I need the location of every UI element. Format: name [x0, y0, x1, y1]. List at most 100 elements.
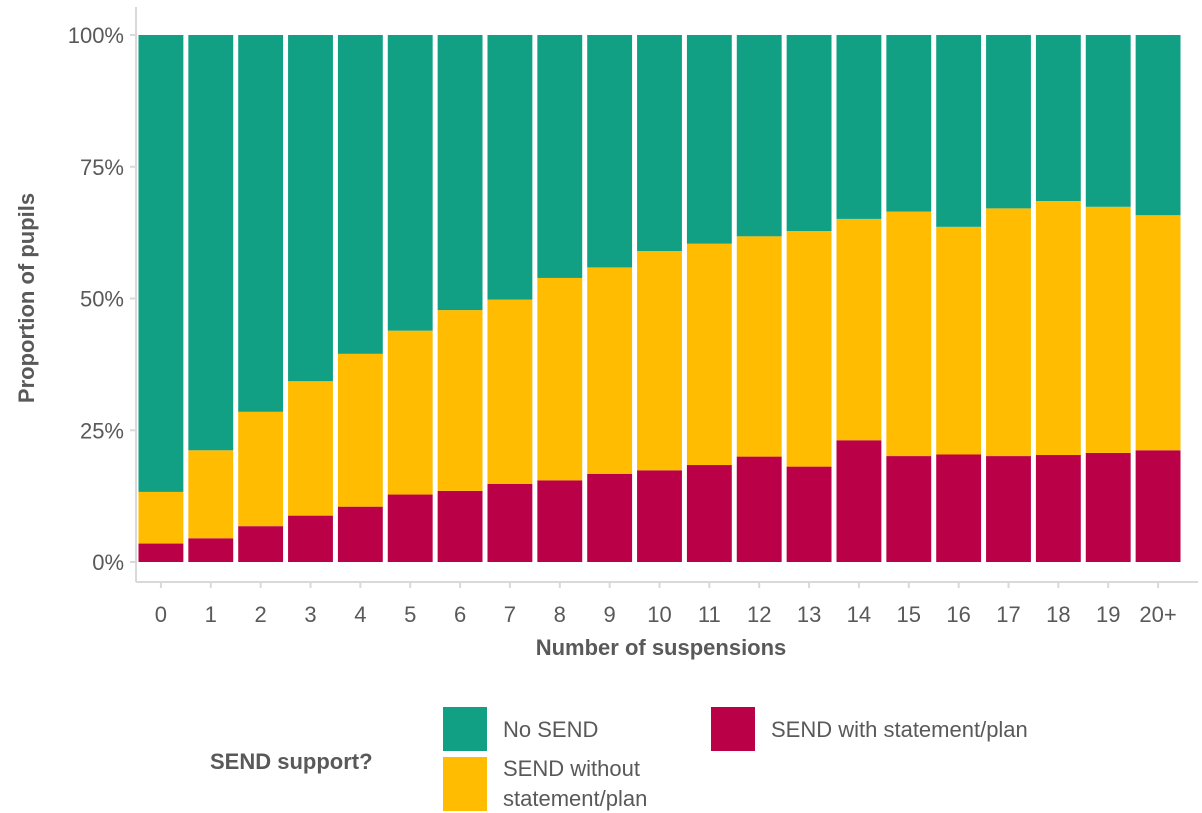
x-tick-label: 11	[698, 602, 721, 627]
legend-swatch-send-with-plan	[711, 707, 755, 751]
bar-send-with-statement-plan-5	[387, 494, 433, 562]
x-tick-label: 14	[847, 602, 871, 627]
bar-send-without-statement-plan-17	[986, 208, 1031, 457]
x-tick-label: 3	[304, 602, 316, 627]
bar-send-without-statement-plan-0	[138, 491, 184, 544]
legend-label-no-send: No SEND	[503, 717, 598, 742]
bar-send-with-statement-plan-4	[337, 506, 383, 562]
x-tick-label: 20+	[1139, 602, 1176, 627]
x-tick-label: 7	[504, 602, 516, 627]
bar-no-send-6	[437, 35, 483, 311]
legend-label-send-without-plan: SEND without statement/plan	[503, 756, 647, 811]
bar-send-with-statement-plan-12	[736, 456, 782, 562]
bar-send-with-statement-plan-2	[238, 526, 284, 562]
x-tick-label: 12	[747, 602, 771, 627]
legend-label-send-with-plan: SEND with statement/plan	[771, 717, 1028, 742]
bar-send-without-statement-plan-1	[188, 450, 234, 539]
bar-send-without-statement-plan-12	[736, 236, 782, 457]
bar-send-without-statement-plan-14	[836, 218, 882, 441]
legend-title: SEND support?	[210, 749, 373, 774]
x-tick-label: 1	[205, 602, 217, 627]
x-tick-label: 4	[354, 602, 366, 627]
legend-swatch-send-without-plan	[443, 757, 487, 811]
bar-send-without-statement-plan-2	[238, 411, 284, 527]
bar-send-with-statement-plan-8	[537, 480, 583, 562]
bar-no-send-0	[138, 35, 184, 492]
bar-no-send-12	[736, 35, 782, 237]
bars-layer	[138, 35, 1181, 562]
y-tick-label: 0%	[92, 550, 124, 575]
x-tick-label: 2	[255, 602, 267, 627]
bar-no-send-3	[288, 35, 333, 382]
x-tick-label: 13	[797, 602, 821, 627]
bar-send-with-statement-plan-16	[936, 454, 982, 562]
bar-no-send-20	[1135, 35, 1181, 216]
bar-send-without-statement-plan-16	[936, 226, 982, 455]
bar-send-with-statement-plan-6	[437, 490, 483, 562]
bar-no-send-9	[587, 35, 633, 268]
bar-send-without-statement-plan-6	[437, 310, 483, 491]
bar-send-without-statement-plan-18	[1035, 201, 1081, 456]
bar-no-send-13	[786, 35, 832, 232]
x-tick-label: 18	[1046, 602, 1070, 627]
x-tick-label: 16	[946, 602, 970, 627]
bar-no-send-14	[836, 35, 882, 219]
bar-send-without-statement-plan-19	[1085, 206, 1131, 453]
y-tick-label: 50%	[80, 287, 124, 312]
bar-send-with-statement-plan-0	[138, 543, 184, 562]
bar-send-without-statement-plan-13	[786, 231, 832, 467]
y-axis-label: Proportion of pupils	[14, 193, 39, 403]
bar-send-with-statement-plan-3	[288, 515, 333, 562]
bar-no-send-5	[387, 35, 433, 331]
legend-swatch-no-send	[443, 707, 487, 751]
bar-no-send-18	[1035, 35, 1081, 201]
bar-no-send-17	[986, 35, 1031, 209]
x-tick-label: 9	[604, 602, 616, 627]
bar-send-with-statement-plan-19	[1085, 452, 1131, 562]
x-tick-label: 15	[897, 602, 921, 627]
x-tick-label: 17	[996, 602, 1020, 627]
bar-send-with-statement-plan-20	[1135, 450, 1181, 562]
bar-send-without-statement-plan-10	[637, 251, 682, 471]
bar-send-without-statement-plan-15	[886, 211, 932, 457]
x-axis-label: Number of suspensions	[536, 635, 787, 660]
bar-send-without-statement-plan-4	[337, 353, 383, 507]
bar-send-without-statement-plan-9	[587, 267, 633, 474]
x-tick-label: 6	[454, 602, 466, 627]
bar-no-send-7	[487, 35, 533, 300]
bar-send-without-statement-plan-3	[288, 381, 333, 516]
y-tick-label: 100%	[68, 23, 124, 48]
bar-no-send-2	[238, 35, 284, 412]
bar-send-with-statement-plan-10	[637, 470, 682, 562]
bar-no-send-10	[637, 35, 682, 252]
bar-send-with-statement-plan-14	[836, 440, 882, 562]
bar-send-without-statement-plan-20	[1135, 215, 1181, 451]
bar-no-send-19	[1085, 35, 1131, 207]
bar-no-send-11	[686, 35, 732, 244]
bar-send-with-statement-plan-11	[686, 465, 732, 562]
bar-send-with-statement-plan-15	[886, 456, 932, 562]
bar-send-with-statement-plan-1	[188, 538, 234, 562]
x-tick-label: 5	[404, 602, 416, 627]
bar-no-send-4	[337, 35, 383, 354]
x-tick-label: 19	[1096, 602, 1120, 627]
bar-send-with-statement-plan-18	[1035, 455, 1081, 562]
bar-send-without-statement-plan-7	[487, 299, 533, 484]
y-tick-label: 75%	[80, 155, 124, 180]
y-tick-label: 25%	[80, 418, 124, 443]
bar-send-without-statement-plan-11	[686, 243, 732, 466]
axes: 0%25%50%75%100%0 1 2 3 4 5 6 7 8 9 10 11 12 13 14 15 16 1…	[68, 7, 1198, 627]
x-tick-label: 8	[554, 602, 566, 627]
bar-send-with-statement-plan-9	[587, 473, 633, 562]
bar-send-without-statement-plan-8	[537, 277, 583, 481]
x-tick-label: 10	[647, 602, 671, 627]
bar-no-send-15	[886, 35, 932, 212]
bar-no-send-8	[537, 35, 583, 278]
x-tick-label: 0	[155, 602, 167, 627]
bar-no-send-1	[188, 35, 234, 451]
bar-no-send-16	[936, 35, 982, 227]
bar-send-with-statement-plan-17	[986, 456, 1031, 562]
bar-send-with-statement-plan-13	[786, 466, 832, 562]
bar-send-with-statement-plan-7	[487, 484, 533, 562]
